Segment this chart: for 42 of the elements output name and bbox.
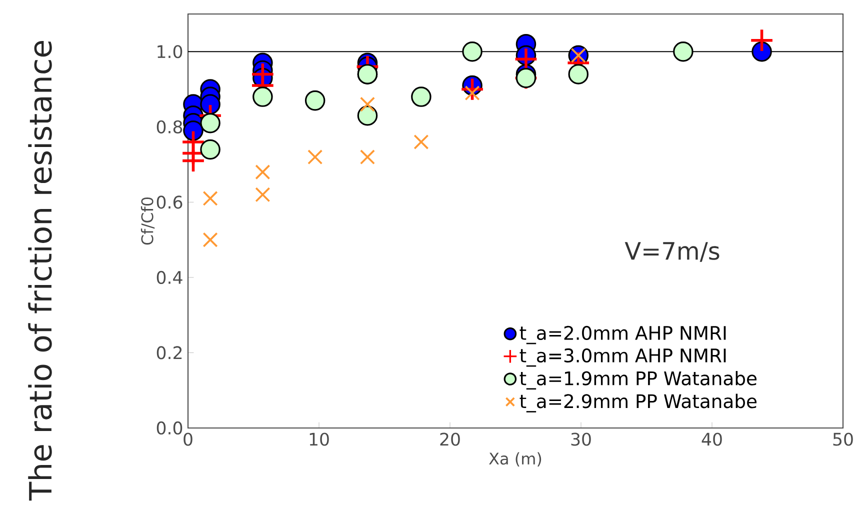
x-tick-label: 50: [833, 432, 853, 446]
point: [200, 113, 220, 134]
y-tick-label: 0.8: [156, 120, 182, 134]
text: The ratio of friction resistance: [28, 41, 52, 501]
point: [752, 41, 772, 62]
point: [515, 48, 537, 70]
point: [414, 134, 429, 150]
legend-label: t_a=3.0mm AHP NMRI: [520, 348, 726, 367]
point: [304, 90, 326, 111]
point: [252, 86, 273, 107]
y-tick-label: 0.4: [156, 270, 182, 284]
legend-label: t_a=2.9mm PP Watanabe: [520, 394, 757, 412]
x-tick-label: 0: [184, 432, 192, 446]
point: [357, 105, 378, 126]
y-tick-label: 1.0: [158, 45, 182, 58]
point: [568, 64, 589, 84]
x-axis-title: Xa (m): [489, 452, 542, 467]
legend-label: t_a=1.9mm PP Watanabe: [520, 370, 757, 390]
point: [182, 150, 204, 172]
y-tick-label: 0.6: [156, 196, 182, 209]
annotation: V=7m/s: [624, 242, 720, 262]
y-tick-label: 0.2: [156, 346, 182, 360]
point: [673, 41, 694, 62]
x-tick-label: 20: [440, 432, 460, 446]
point: [202, 232, 218, 248]
y-axis-title: Cf/Cf0: [140, 197, 155, 245]
point: [308, 149, 323, 165]
point: [360, 96, 376, 112]
x-tick-label: 40: [702, 432, 722, 446]
point: [202, 190, 218, 206]
point: [200, 139, 220, 160]
point: [751, 30, 772, 51]
point: [360, 149, 376, 165]
point: [200, 94, 220, 114]
legend-label: t_a=2.0mm AHP NMRI: [520, 326, 726, 344]
x-tick-label: 10: [310, 432, 329, 446]
y-tick-label: 0.0: [156, 421, 182, 435]
point: [411, 86, 432, 107]
point: [255, 164, 270, 180]
point: [255, 187, 270, 202]
point: [462, 41, 482, 62]
x-tick-label: 30: [571, 432, 591, 446]
